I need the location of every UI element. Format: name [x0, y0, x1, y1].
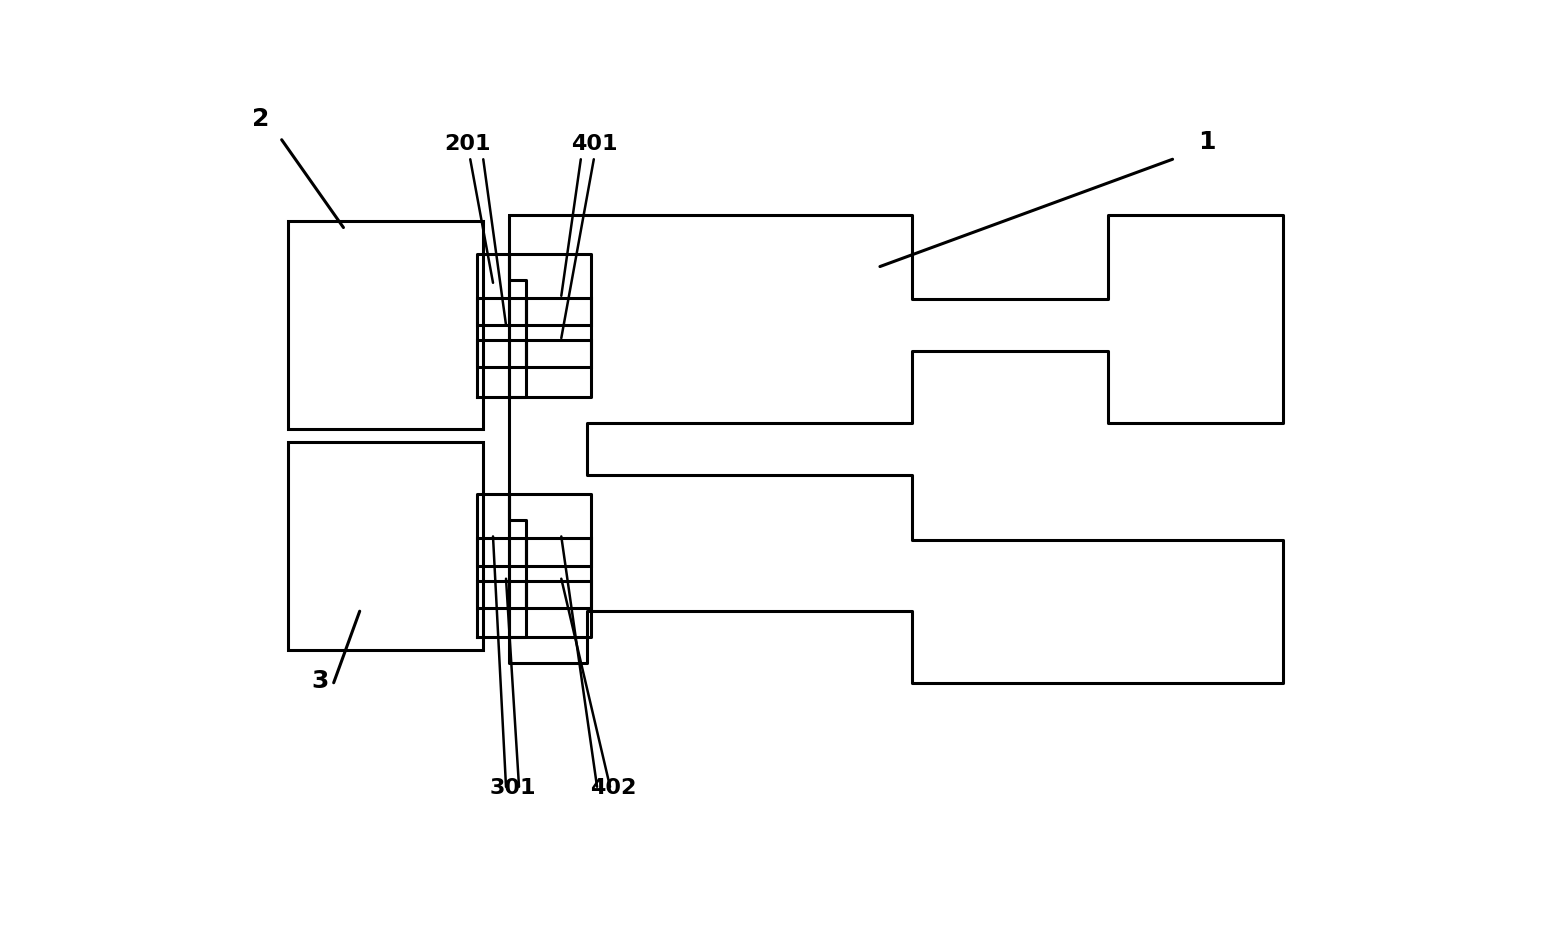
Bar	[526, 539, 591, 566]
Text: 3: 3	[310, 669, 329, 692]
Text: 2: 2	[253, 107, 270, 131]
Text: 1: 1	[1198, 130, 1217, 153]
Bar	[526, 341, 591, 367]
Bar	[476, 581, 526, 609]
Bar	[476, 299, 526, 326]
Bar	[289, 443, 483, 651]
Bar	[476, 341, 526, 367]
Bar	[526, 581, 591, 609]
Text: 401: 401	[571, 134, 618, 153]
Bar	[526, 299, 591, 326]
Text: 402: 402	[591, 777, 636, 796]
Text: 301: 301	[490, 777, 537, 796]
Bar	[476, 539, 526, 566]
Bar	[289, 222, 483, 430]
Text: 201: 201	[444, 134, 490, 153]
